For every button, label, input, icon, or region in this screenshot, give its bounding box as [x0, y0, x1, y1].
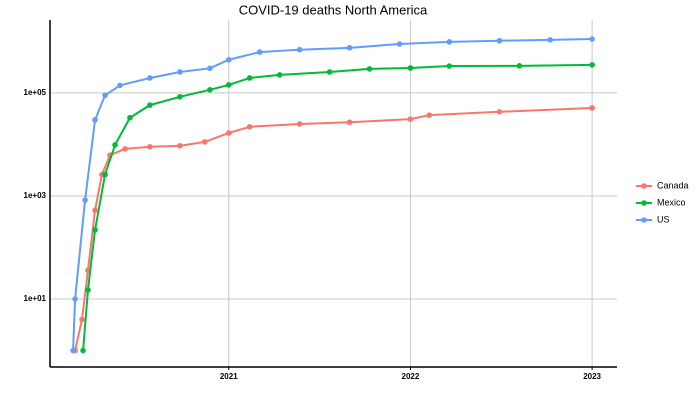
- x-tick-label: 2023: [583, 372, 601, 381]
- legend-label: US: [657, 214, 670, 224]
- data-point: [496, 37, 503, 44]
- data-point: [92, 227, 98, 233]
- data-point: [177, 94, 183, 100]
- y-tick-label: 1e+05: [24, 88, 47, 97]
- data-point: [589, 105, 595, 111]
- data-point: [207, 86, 213, 93]
- data-point: [446, 39, 453, 45]
- y-tick-label: 1e+03: [24, 191, 47, 200]
- data-point: [207, 65, 213, 72]
- data-point: [79, 316, 85, 323]
- data-point: [407, 65, 414, 71]
- data-point: [426, 112, 433, 118]
- data-point: [516, 63, 523, 69]
- data-point: [102, 92, 108, 99]
- x-tick-label: 2022: [402, 372, 420, 381]
- data-point: [117, 82, 123, 89]
- data-point: [296, 46, 303, 53]
- data-point: [92, 117, 98, 123]
- data-point: [85, 287, 91, 293]
- data-point: [72, 296, 78, 302]
- data-point: [80, 347, 86, 354]
- data-point: [407, 116, 414, 122]
- data-point: [147, 102, 153, 108]
- data-point: [346, 119, 353, 126]
- data-point: [147, 144, 153, 150]
- data-point: [112, 142, 118, 148]
- data-point: [102, 171, 108, 178]
- x-tick-label: 2021: [220, 372, 238, 381]
- data-point: [246, 75, 253, 81]
- data-point: [276, 72, 283, 78]
- data-point: [82, 197, 88, 203]
- data-point: [326, 69, 333, 75]
- y-tick-label: 1e+01: [24, 294, 47, 303]
- data-point: [127, 114, 133, 121]
- data-point: [446, 63, 453, 69]
- data-point: [589, 62, 595, 68]
- data-point: [246, 124, 253, 130]
- legend-dot: [641, 183, 647, 189]
- data-point: [225, 56, 232, 63]
- data-point: [256, 49, 263, 55]
- data-point: [225, 82, 232, 88]
- data-point: [589, 36, 595, 42]
- series-line: [82, 63, 593, 351]
- legend-dot: [641, 200, 647, 206]
- series-line: [72, 38, 593, 351]
- chart-title: COVID-19 deaths North America: [239, 2, 428, 17]
- data-point: [177, 69, 183, 75]
- data-point: [396, 41, 403, 47]
- data-point: [296, 121, 303, 127]
- data-point: [122, 146, 128, 152]
- data-point: [201, 139, 208, 145]
- legend-label: Canada: [657, 180, 689, 190]
- legend-dot: [641, 217, 647, 223]
- data-point: [366, 66, 373, 72]
- data-point: [496, 109, 503, 115]
- data-point: [225, 130, 232, 136]
- data-point: [177, 143, 183, 149]
- data-point: [92, 207, 98, 213]
- data-point: [547, 37, 553, 43]
- data-point: [70, 347, 76, 354]
- data-point: [147, 75, 153, 81]
- legend-label: Mexico: [657, 197, 686, 207]
- data-point: [346, 45, 353, 51]
- series-line: [74, 106, 593, 351]
